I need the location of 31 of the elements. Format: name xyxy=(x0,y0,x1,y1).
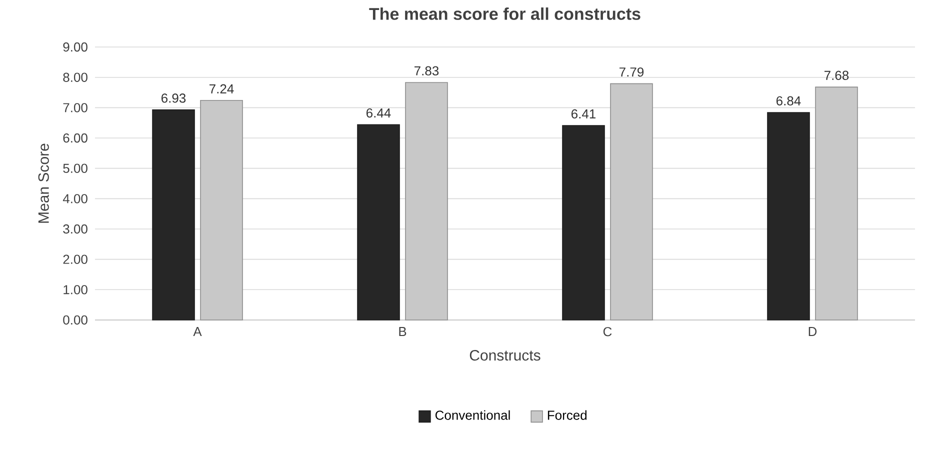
x-tick-label: A xyxy=(193,327,202,336)
y-tick-label: 2.00 xyxy=(63,254,88,264)
legend-label: Conventional xyxy=(435,410,510,420)
y-axis-title: Mean Score xyxy=(38,144,49,223)
x-tick-label: D xyxy=(808,327,817,336)
bar xyxy=(152,109,195,320)
y-tick-label: 6.00 xyxy=(63,133,88,143)
bar xyxy=(357,124,400,320)
bar xyxy=(562,125,605,320)
y-tick-label: 9.00 xyxy=(63,42,88,52)
x-tick-label: B xyxy=(399,327,406,336)
y-tick-label: 8.00 xyxy=(63,72,88,82)
data-label: 7.83 xyxy=(414,66,439,76)
legend-label: Forced xyxy=(548,410,587,420)
data-label: 7.68 xyxy=(824,70,849,80)
data-label: 6.44 xyxy=(366,108,391,118)
data-label: 7.79 xyxy=(620,67,644,77)
x-tick-label: C xyxy=(603,327,612,336)
data-label: 6.41 xyxy=(572,109,596,118)
y-tick-label: 1.00 xyxy=(64,285,88,294)
chart-title: The mean score for all constructs xyxy=(369,7,640,20)
y-tick-label: 7.00 xyxy=(63,103,88,112)
y-tick-label: 0.00 xyxy=(63,315,88,325)
y-tick-label: 5.00 xyxy=(63,164,88,173)
bar xyxy=(767,112,810,320)
y-tick-label: 3.00 xyxy=(63,224,88,234)
x-axis-title: Constructs xyxy=(470,350,540,361)
data-label: 6.93 xyxy=(162,94,186,103)
data-label: 7.24 xyxy=(210,84,234,94)
data-label: 6.84 xyxy=(776,96,801,106)
y-tick-label: 4.00 xyxy=(62,194,88,204)
